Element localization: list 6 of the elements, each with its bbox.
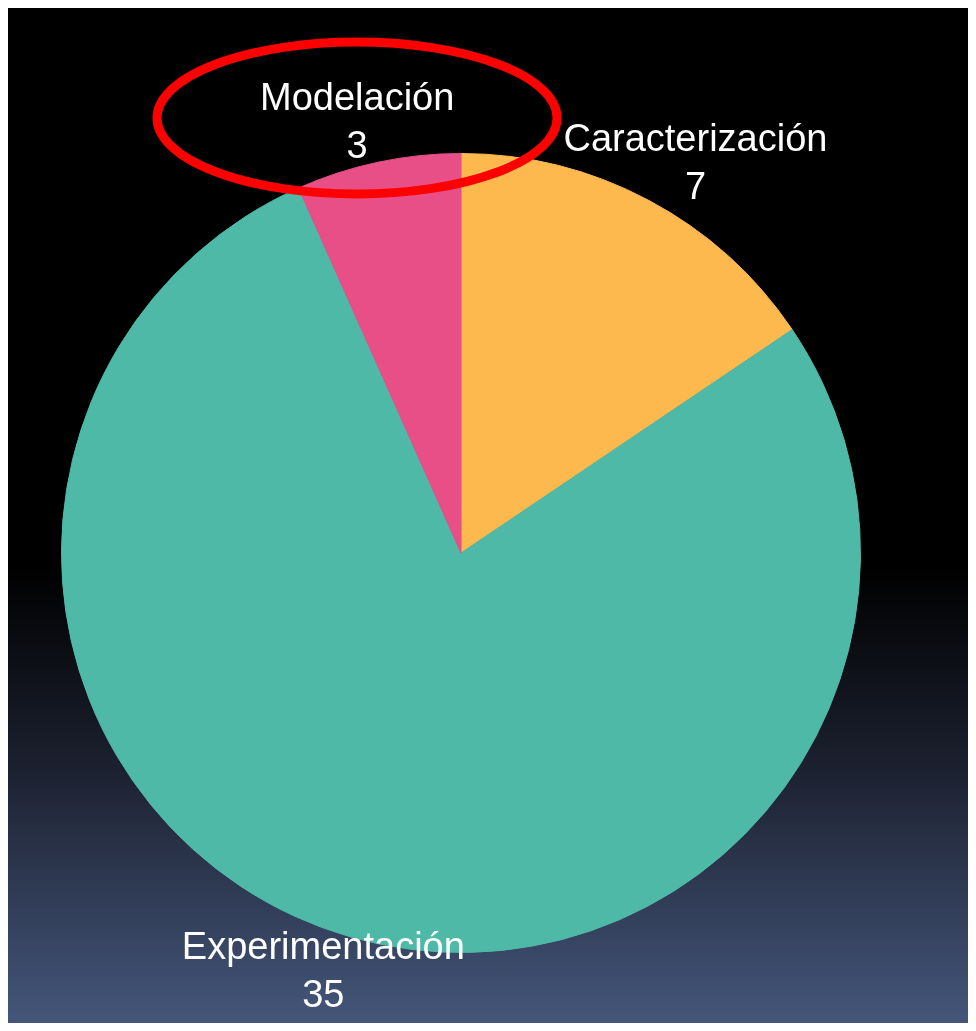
slice-label: Modelación — [260, 75, 455, 118]
slice-label: Caracterización — [563, 117, 828, 160]
data-label: 7 — [684, 165, 707, 208]
data-label: 35 — [302, 973, 345, 1016]
slice-label: Experimentación — [181, 925, 465, 968]
data-label: 3 — [346, 123, 368, 166]
